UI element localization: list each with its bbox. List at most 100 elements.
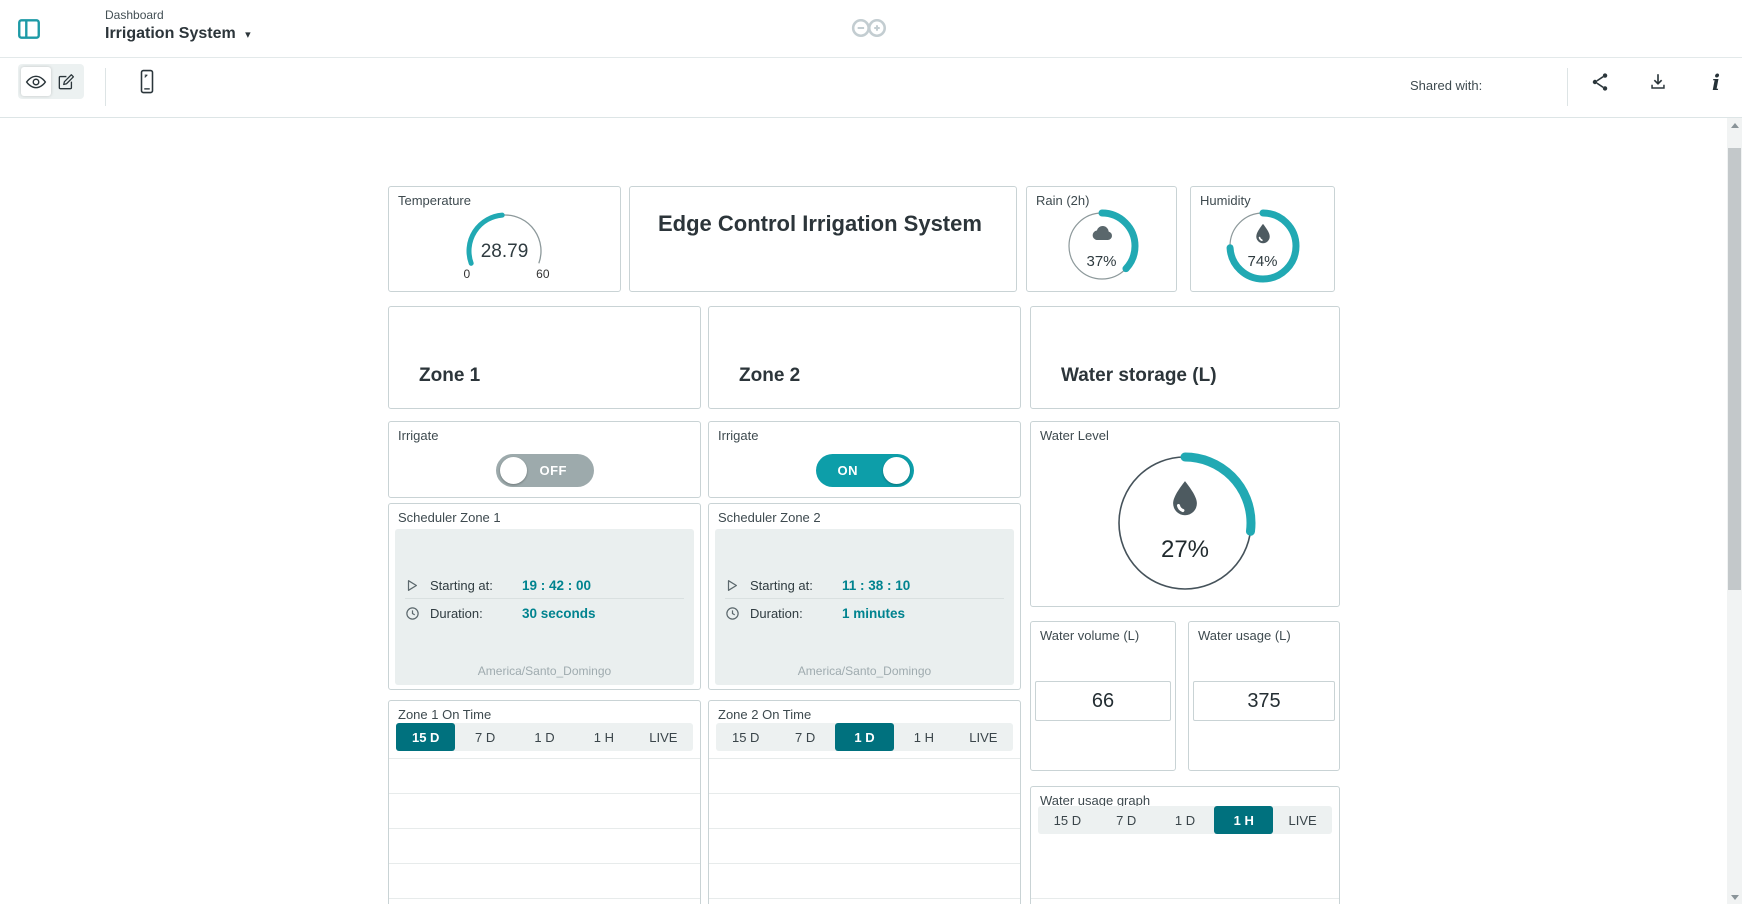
range-button-live[interactable]: LIVE: [649, 729, 678, 745]
widget-label: Water volume (L): [1040, 628, 1140, 643]
dashboard-title-menu[interactable]: Irrigation System ▾: [105, 25, 251, 43]
irrigate-toggle-zone2[interactable]: ON: [815, 454, 914, 487]
temperature-value: 28.79: [480, 241, 529, 262]
clock-icon: [405, 606, 421, 621]
view-edit-mode-group: [18, 64, 84, 99]
range-button-1h[interactable]: 1 H: [913, 729, 935, 745]
widget-irrigate-zone1: Irrigate OFF: [388, 421, 701, 498]
toggle-knob: [499, 457, 527, 484]
scrollbar-up-arrow[interactable]: [1727, 118, 1742, 132]
range-button-7d[interactable]: 7 D: [474, 729, 496, 745]
range-button-7d[interactable]: 7 D: [794, 729, 816, 745]
share-icon: [1592, 73, 1608, 91]
scrollbar-thumb[interactable]: [1728, 148, 1741, 590]
widget-zone2-header: Zone 2: [708, 306, 1021, 409]
edit-mode-button[interactable]: [51, 67, 81, 96]
dashboard-heading-text: Edge Control Irrigation System: [658, 211, 982, 236]
water-volume-value[interactable]: 66: [1035, 681, 1171, 721]
starting-at-value: 11 : 38 : 10: [842, 577, 911, 593]
widget-zone1-header: Zone 1: [388, 306, 701, 409]
widget-water-level: Water Level 27%: [1030, 421, 1340, 607]
timezone-label: America/Santo_Domingo: [797, 664, 932, 678]
widget-zone1-on-time-chart: Zone 1 On Time 15 D 7 D 1 D 1 H LIVE: [388, 700, 701, 904]
chart-plot-area: [709, 758, 1020, 904]
duration-label: Duration:: [430, 605, 483, 621]
rain-value: 37%: [1086, 253, 1117, 270]
play-icon: [725, 578, 741, 593]
water-level-gauge: 27%: [1106, 444, 1264, 602]
range-button-15d[interactable]: 15 D: [396, 723, 456, 751]
breadcrumb: Dashboard: [105, 8, 164, 22]
scheduler-divider: [725, 598, 1004, 599]
widget-water-usage-graph: Water usage graph 15 D 7 D 1 D 1 H LIVE: [1030, 786, 1340, 904]
widget-dashboard-heading: Edge Control Irrigation System: [629, 186, 1017, 292]
water-usage-value[interactable]: 375: [1193, 681, 1335, 721]
arduino-logo: [848, 16, 894, 45]
zone2-header-text: Zone 2: [739, 365, 801, 386]
toggle-knob: [882, 457, 910, 484]
scheduler-duration-row[interactable]: Duration: 30 seconds: [405, 599, 684, 627]
scheduler-panel: Starting at: 11 : 38 : 10 Duration: 1 mi…: [715, 529, 1014, 685]
water-level-value: 27%: [1160, 536, 1210, 563]
widget-scheduler-zone1: Scheduler Zone 1 Starting at: 19 : 42 : …: [388, 503, 701, 690]
range-button-1d[interactable]: 1 D: [534, 729, 555, 745]
duration-value: 30 seconds: [522, 605, 596, 621]
dashboard-title-block: Dashboard Irrigation System ▾: [105, 8, 251, 43]
widget-water-storage-header: Water storage (L): [1030, 306, 1340, 409]
edit-pencil-icon: [58, 73, 75, 89]
range-button-1d[interactable]: 1 D: [1174, 812, 1196, 828]
chart-plot-area: [1031, 833, 1339, 904]
range-button-1d[interactable]: 1 D: [834, 723, 895, 751]
range-button-1h[interactable]: 1 H: [1214, 806, 1274, 834]
sidebar-toggle-button[interactable]: [16, 16, 42, 42]
scheduler-divider: [405, 598, 684, 599]
irrigate-toggle-zone1[interactable]: OFF: [495, 454, 594, 487]
widget-water-volume: Water volume (L) 66: [1030, 621, 1176, 771]
widget-label: Humidity: [1200, 193, 1251, 208]
scheduler-duration-row[interactable]: Duration: 1 minutes: [725, 599, 1004, 627]
share-button[interactable]: [1585, 67, 1615, 97]
range-button-15d[interactable]: 15 D: [1053, 812, 1082, 828]
view-mode-button[interactable]: [21, 67, 51, 96]
eye-icon: [25, 75, 47, 88]
range-button-7d[interactable]: 7 D: [1116, 812, 1137, 828]
download-icon: [1651, 74, 1665, 89]
mobile-preview-button[interactable]: [132, 67, 162, 97]
toolbar-divider: [105, 68, 106, 106]
widget-label: Zone 2 On Time: [718, 707, 812, 722]
play-icon: [405, 578, 421, 593]
scrollbar-down-arrow[interactable]: [1727, 890, 1742, 904]
timezone-label: America/Santo_Domingo: [477, 664, 612, 678]
chart-plot-area: [389, 758, 700, 904]
toggle-state-label: OFF: [539, 463, 567, 478]
gauge-max-label: 60: [536, 267, 550, 281]
widget-label: Rain (2h): [1036, 193, 1090, 208]
starting-at-label: Starting at:: [430, 577, 493, 593]
gauge-min-label: 0: [463, 267, 471, 281]
range-button-15d[interactable]: 15 D: [731, 729, 760, 745]
cloud-icon: [1089, 221, 1115, 252]
vertical-scrollbar[interactable]: [1727, 118, 1742, 904]
zone1-header-text: Zone 1: [419, 365, 481, 386]
range-button-live[interactable]: LIVE: [969, 729, 998, 745]
range-button-1h[interactable]: 1 H: [593, 729, 615, 745]
temperature-gauge: 28.79 0 60: [430, 201, 580, 289]
widget-temperature: Temperature 28.79 0 60: [388, 186, 621, 292]
widget-label: Water Level: [1040, 428, 1109, 443]
toolbar-divider-right: [1567, 68, 1568, 106]
range-button-live[interactable]: LIVE: [1288, 812, 1317, 828]
humidity-value: 74%: [1247, 253, 1278, 270]
widget-scheduler-zone2: Scheduler Zone 2 Starting at: 11 : 38 : …: [708, 503, 1021, 690]
gauge-ring: [1224, 207, 1302, 290]
starting-at-label: Starting at:: [750, 577, 813, 593]
scheduler-start-row[interactable]: Starting at: 11 : 38 : 10: [725, 571, 1004, 599]
starting-at-value: 19 : 42 : 00: [522, 577, 592, 593]
scheduler-start-row[interactable]: Starting at: 19 : 42 : 00: [405, 571, 684, 599]
droplet-icon: [1162, 476, 1208, 527]
shared-with-label: Shared with:: [1410, 78, 1483, 93]
info-button[interactable]: i: [1701, 67, 1731, 97]
widget-rain: Rain (2h) 37%: [1026, 186, 1177, 292]
widget-irrigate-zone2: Irrigate ON: [708, 421, 1021, 498]
download-button[interactable]: [1643, 67, 1673, 97]
